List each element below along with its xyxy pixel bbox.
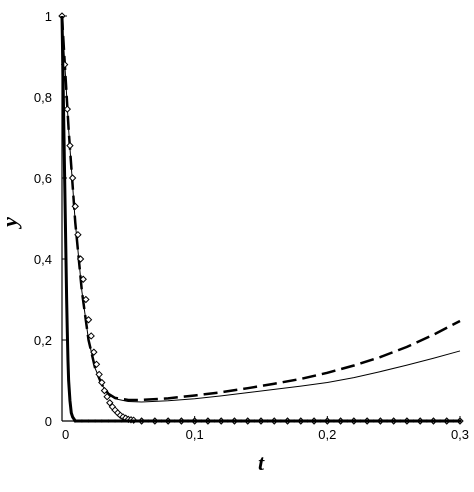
baseline-point <box>372 419 376 423</box>
diamond-point <box>98 378 106 387</box>
baseline-point <box>445 419 449 423</box>
baseline-point <box>133 419 137 423</box>
diamond-point <box>66 141 74 150</box>
baseline-point <box>266 419 270 423</box>
baseline-point <box>385 419 389 423</box>
baseline-point <box>159 419 164 423</box>
baseline-point <box>272 419 276 423</box>
baseline-point <box>411 419 416 423</box>
baseline-point <box>146 419 150 423</box>
baseline-point <box>279 419 283 423</box>
series-group <box>58 12 464 425</box>
diamond-point <box>87 332 95 340</box>
baseline-point <box>398 419 402 423</box>
series-thick-points <box>73 419 462 423</box>
diamond-point <box>68 174 77 182</box>
diamond-point <box>76 255 85 263</box>
baseline-point <box>246 419 250 423</box>
baseline-point <box>339 419 343 423</box>
baseline-point <box>86 419 91 423</box>
baseline-point <box>378 419 382 423</box>
baseline-point <box>140 419 144 423</box>
baseline-point <box>431 419 436 423</box>
baseline-point <box>239 419 243 423</box>
baseline-point <box>285 419 290 423</box>
baseline-point <box>226 419 230 423</box>
baseline-point <box>365 419 369 423</box>
y-tick-label: 0,8 <box>34 90 52 105</box>
diamond-point <box>71 202 79 211</box>
baseline-point <box>93 419 97 423</box>
baseline-point <box>405 419 409 423</box>
x-tick-label: 0,3 <box>451 427 469 442</box>
baseline-point <box>193 419 197 423</box>
series-solid-thin-line <box>61 15 461 403</box>
baseline-point <box>332 419 336 423</box>
x-axis-title: t <box>258 450 265 475</box>
y-tick-label: 0,6 <box>34 171 52 186</box>
baseline-point <box>166 419 170 423</box>
baseline-point <box>259 419 263 423</box>
baseline-point <box>352 419 356 423</box>
baseline-point <box>358 419 363 423</box>
baseline-point <box>312 419 316 423</box>
baseline-point <box>199 419 203 423</box>
baseline-point <box>232 419 237 423</box>
baseline-point <box>458 419 462 423</box>
axes <box>61 16 460 422</box>
baseline-point <box>305 419 310 423</box>
baseline-point <box>451 419 455 423</box>
y-tick-label: 0,2 <box>34 333 52 348</box>
baseline-point <box>173 419 177 423</box>
ticks: 0 0,1 0,2 0,3 0 0,2 0,4 0,6 0,8 1 <box>34 9 469 442</box>
baseline-point <box>425 419 429 423</box>
y-tick-label: 0 <box>45 414 52 429</box>
baseline-point <box>345 419 349 423</box>
x-tick-label: 0 <box>62 427 69 442</box>
series-thick-line <box>60 15 460 423</box>
diamond-point <box>82 295 90 304</box>
baseline-point <box>252 419 256 423</box>
diamond-point <box>95 370 103 379</box>
diamond-point <box>92 360 101 369</box>
diamond-point <box>90 348 98 356</box>
baseline-point <box>126 419 130 423</box>
baseline-point <box>319 419 323 423</box>
baseline-point <box>418 419 422 423</box>
diamond-point <box>84 316 93 324</box>
baseline-point <box>212 419 217 423</box>
baseline-point <box>106 419 111 423</box>
baseline-point <box>292 419 296 423</box>
diamond-point <box>79 275 87 283</box>
x-tick-label: 0,1 <box>186 427 204 442</box>
baseline-point <box>113 419 117 423</box>
series-diamonds <box>58 12 464 425</box>
baseline-point <box>120 419 124 423</box>
diamond-point <box>63 105 72 113</box>
baseline-point <box>153 419 157 423</box>
x-tick-label: 0,2 <box>318 427 336 442</box>
y-tick-label: 1 <box>45 9 52 24</box>
baseline-point <box>80 419 84 423</box>
baseline-point <box>186 419 190 423</box>
baseline-point <box>325 419 329 423</box>
baseline-point <box>179 419 183 423</box>
diamond-point <box>100 386 109 395</box>
baseline-point <box>438 419 442 423</box>
y-tick-label: 0,4 <box>34 252 52 267</box>
baseline-point <box>206 419 210 423</box>
baseline-point <box>73 419 77 423</box>
series-dashed-line <box>60 15 461 402</box>
diamond-point <box>74 230 82 239</box>
baseline-point <box>100 419 104 423</box>
baseline-point <box>392 419 396 423</box>
baseline-point <box>219 419 223 423</box>
baseline-point <box>299 419 303 423</box>
diamond-point <box>103 392 111 401</box>
y-axis-title: y <box>0 217 22 230</box>
